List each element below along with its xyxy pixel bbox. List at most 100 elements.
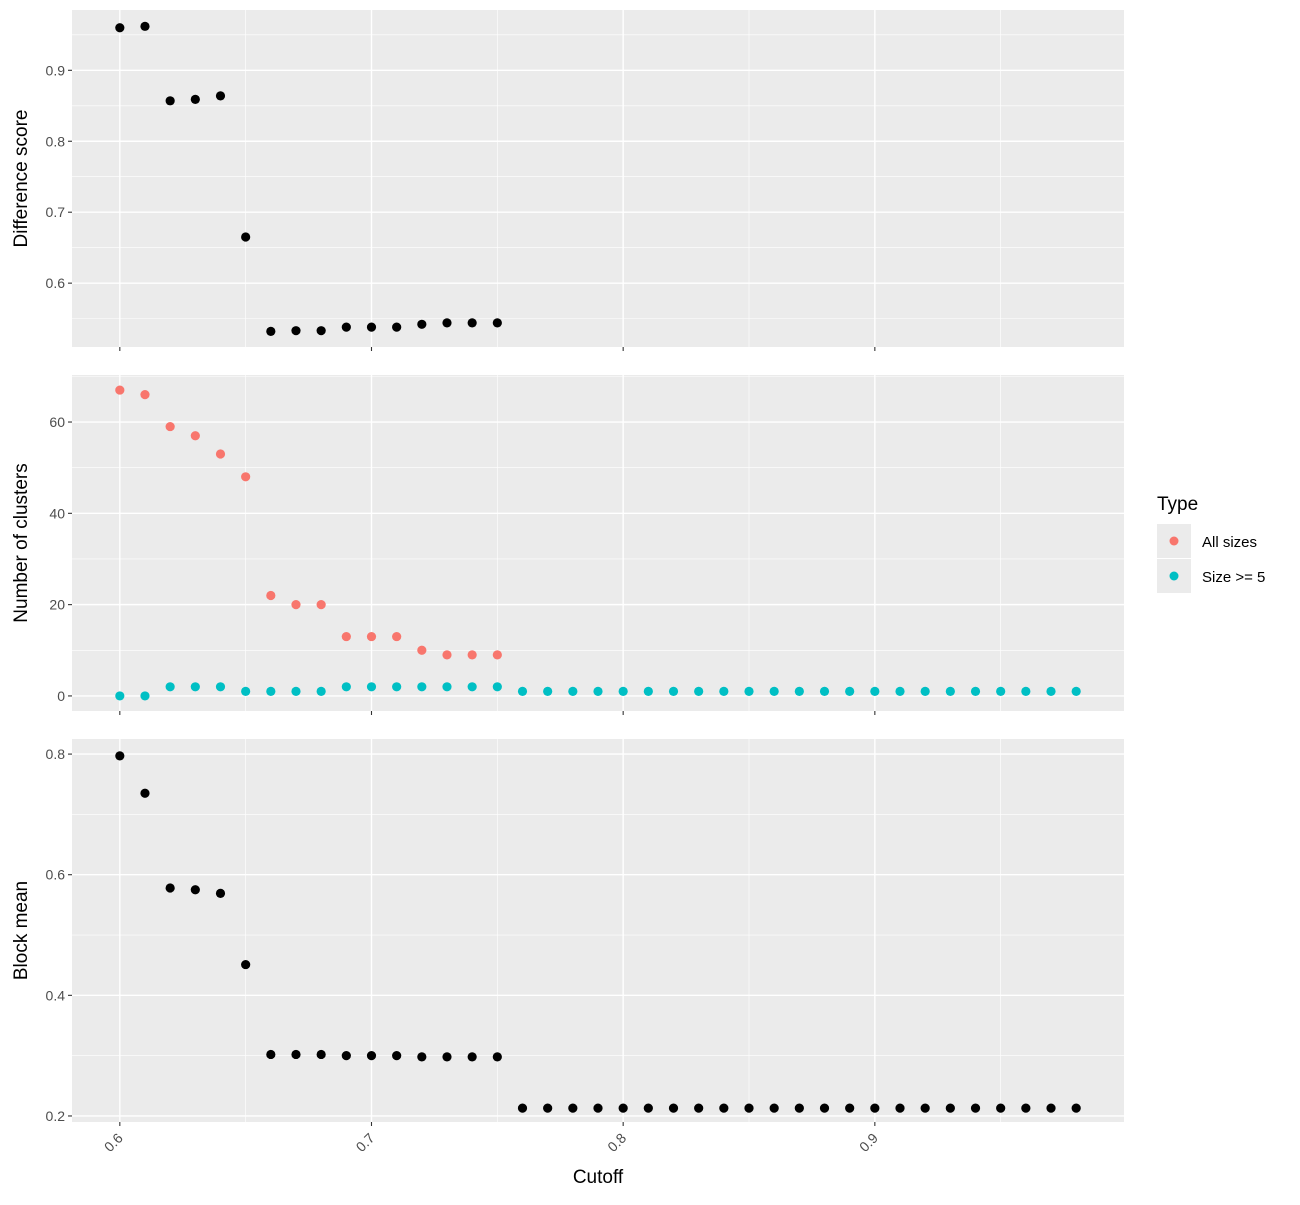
y-tick-label: 0.4 [46, 987, 66, 1003]
data-point-size-5 [241, 686, 251, 696]
data-point-size-5 [668, 686, 679, 696]
data-point-block-mean [668, 1103, 679, 1113]
data-point-difference-score [492, 318, 502, 328]
y-tick-label: 60 [49, 414, 65, 430]
data-point-block-mean [241, 959, 251, 970]
y-tick-label: 0.6 [46, 275, 66, 291]
data-point-block-mean [140, 788, 150, 798]
data-point-all-sizes [115, 385, 125, 395]
data-point-difference-score [392, 322, 402, 332]
y-axis-title-number-of-clusters: Number of clusters [11, 463, 32, 622]
y-tick-label: 0.6 [46, 867, 66, 883]
data-point-size-5 [517, 686, 528, 696]
data-point-all-sizes [190, 431, 200, 441]
data-point-size-5 [215, 682, 226, 692]
legend-marker-size-ge-5 [1169, 571, 1179, 581]
x-tick-label: 0.7 [353, 1130, 378, 1155]
data-point-block-mean [593, 1103, 603, 1113]
data-point-all-sizes [341, 631, 351, 642]
data-point-block-mean [492, 1052, 502, 1062]
y-tick-label: 40 [49, 505, 65, 521]
panel-background [72, 10, 1124, 347]
panel-background [72, 739, 1124, 1122]
data-point-difference-score [140, 21, 150, 31]
data-point-block-mean [895, 1103, 905, 1113]
data-point-size-5 [366, 682, 377, 692]
data-point-size-5 [316, 686, 326, 696]
data-point-size-5 [945, 686, 955, 696]
data-point-all-sizes [291, 600, 301, 610]
legend-label-size-ge-5: Size >= 5 [1202, 569, 1265, 586]
data-point-size-5 [895, 686, 905, 696]
data-point-difference-score [266, 326, 276, 336]
data-point-block-mean [467, 1052, 477, 1062]
data-point-difference-score [442, 318, 452, 328]
data-point-block-mean [1071, 1103, 1081, 1113]
data-point-block-mean [920, 1103, 930, 1113]
x-tick-label: 0.9 [856, 1130, 881, 1155]
data-point-block-mean [165, 883, 175, 893]
data-point-block-mean [769, 1103, 779, 1113]
y-axis-title-block-mean: Block mean [11, 881, 32, 980]
legend-marker-all-sizes [1169, 536, 1179, 546]
data-point-size-5 [870, 686, 880, 696]
data-point-block-mean [1046, 1103, 1056, 1113]
x-axis-title: Cutoff [573, 1167, 624, 1188]
data-point-size-5 [845, 686, 855, 696]
data-point-size-5 [417, 682, 427, 692]
data-point-block-mean [794, 1103, 804, 1113]
y-tick-label: 0.2 [46, 1108, 66, 1124]
data-point-block-mean [819, 1103, 830, 1113]
panel-block-mean: 0.2 0.4 0.6 0.8 0.6 0.7 0.8 0.9 Block mean [11, 739, 1124, 1155]
data-point-block-mean [392, 1051, 402, 1061]
data-point-difference-score [115, 23, 125, 33]
data-point-all-sizes [366, 631, 377, 642]
data-point-block-mean [341, 1051, 351, 1061]
data-point-all-sizes [316, 600, 326, 610]
data-point-size-5 [1021, 686, 1031, 696]
data-point-size-5 [819, 686, 830, 696]
y-tick-label: 0.8 [46, 746, 66, 762]
data-point-block-mean [266, 1049, 276, 1060]
y-tick-label: 0.7 [46, 204, 66, 220]
data-point-block-mean [719, 1103, 729, 1113]
panel-background [72, 375, 1124, 711]
data-point-block-mean [568, 1103, 578, 1113]
data-point-block-mean [744, 1103, 754, 1113]
data-point-size-5 [618, 686, 628, 696]
data-point-size-5 [467, 682, 477, 692]
data-point-block-mean [316, 1049, 326, 1060]
data-point-size-5 [996, 686, 1006, 696]
y-tick-label: 0.9 [46, 62, 66, 78]
data-point-difference-score [417, 319, 427, 329]
data-point-size-5 [593, 686, 603, 696]
data-point-difference-score [341, 322, 351, 332]
data-point-all-sizes [467, 650, 477, 660]
data-point-size-5 [970, 686, 981, 696]
data-point-block-mean [618, 1103, 628, 1113]
data-point-block-mean [845, 1103, 855, 1113]
data-point-difference-score [165, 96, 175, 106]
data-point-difference-score [291, 326, 301, 336]
data-point-size-5 [442, 682, 452, 692]
data-point-difference-score [241, 232, 251, 242]
data-point-size-5 [266, 686, 276, 696]
panel-number-of-clusters: 0 20 40 60 Number of clusters [11, 375, 1124, 715]
data-point-all-sizes [392, 631, 402, 642]
data-point-block-mean [970, 1103, 981, 1113]
data-point-block-mean [366, 1051, 377, 1061]
data-point-size-5 [165, 682, 175, 692]
data-point-block-mean [643, 1103, 653, 1113]
data-point-size-5 [543, 686, 553, 696]
data-point-size-5 [794, 686, 804, 696]
data-point-block-mean [517, 1103, 528, 1113]
data-point-block-mean [543, 1103, 553, 1113]
panels: 0.6 0.7 0.8 0.9 Difference score 0 20 40 60 Numbe… [11, 10, 1124, 1155]
data-point-all-sizes [492, 650, 502, 660]
legend: Type All sizes Size >= 5 [1157, 494, 1265, 593]
data-point-difference-score [366, 322, 377, 332]
data-point-all-sizes [266, 590, 276, 601]
data-point-difference-score [467, 318, 477, 328]
data-point-block-mean [694, 1103, 704, 1113]
data-point-size-5 [1071, 686, 1081, 696]
